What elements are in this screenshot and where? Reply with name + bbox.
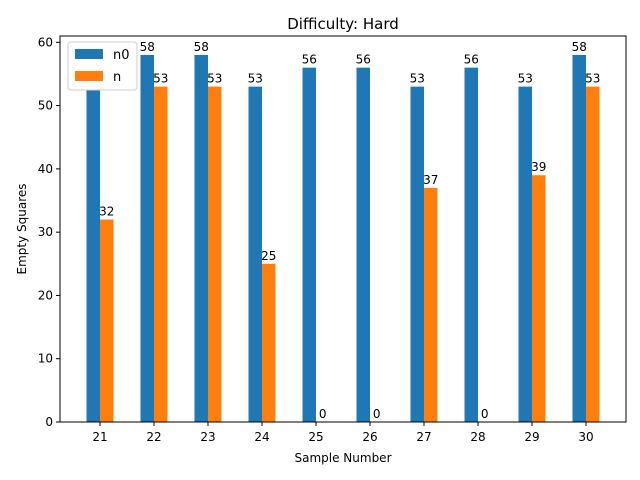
bars-group — [86, 54, 600, 422]
bar-n0-26 — [356, 67, 370, 422]
legend: n0 n — [67, 41, 138, 91]
y-tick-label-10: 10 — [38, 352, 53, 366]
x-axis-label: Sample Number — [294, 451, 391, 465]
bar-n-21 — [100, 219, 114, 422]
legend-swatch-n — [75, 71, 103, 81]
legend-swatch-n0 — [75, 49, 103, 59]
data-label-n0-26: 56 — [356, 53, 371, 67]
y-axis-label: Empty Squares — [15, 183, 29, 274]
legend-label-n: n — [113, 70, 121, 85]
bar-n0-21 — [86, 86, 100, 422]
data-label-n-25: 0 — [319, 407, 327, 421]
y-tick-label-30: 30 — [38, 225, 53, 239]
x-tick-label-21: 21 — [92, 430, 107, 444]
data-label-n0-29: 53 — [518, 72, 533, 86]
y-tick-label-40: 40 — [38, 162, 53, 176]
data-label-n-21: 32 — [99, 205, 114, 219]
bar-n0-25 — [302, 67, 316, 422]
bar-n0-29 — [518, 86, 532, 422]
y-tick-label-20: 20 — [38, 288, 53, 302]
x-tick-label-28: 28 — [470, 430, 485, 444]
data-label-n-30: 53 — [585, 72, 600, 86]
data-label-n0-30: 58 — [572, 40, 587, 54]
data-label-n-22: 53 — [153, 72, 168, 86]
data-label-n-27: 37 — [423, 173, 438, 187]
bar-n0-23 — [194, 54, 208, 422]
data-label-n-29: 39 — [531, 160, 546, 174]
data-label-n0-22: 58 — [140, 40, 155, 54]
x-tick-label-29: 29 — [524, 430, 539, 444]
x-tick-label-30: 30 — [578, 430, 593, 444]
bar-n0-28 — [464, 67, 478, 422]
data-label-n-28: 0 — [481, 407, 489, 421]
bar-n0-22 — [140, 54, 154, 422]
bar-n-23 — [208, 86, 222, 422]
y-tick-label-0: 0 — [45, 415, 53, 429]
x-axis: 21 22 23 24 25 26 27 28 29 30 — [92, 422, 594, 444]
x-tick-label-27: 27 — [416, 430, 431, 444]
x-tick-label-22: 22 — [146, 430, 161, 444]
legend-label-n0: n0 — [113, 48, 130, 63]
y-tick-label-50: 50 — [38, 99, 53, 113]
plot-frame — [59, 35, 627, 423]
data-label-n0-27: 53 — [410, 72, 425, 86]
bar-n0-24 — [248, 86, 262, 422]
data-label-n-24: 25 — [261, 249, 276, 263]
bar-n-29 — [532, 175, 546, 422]
bar-n0-27 — [410, 86, 424, 422]
x-tick-label-24: 24 — [254, 430, 269, 444]
y-axis: 0 10 20 30 40 50 60 — [38, 35, 60, 429]
data-label-n0-23: 58 — [194, 40, 209, 54]
bar-n0-30 — [572, 54, 586, 422]
data-label-n0-25: 56 — [302, 53, 317, 67]
data-label-n0-24: 53 — [248, 72, 263, 86]
y-tick-label-60: 60 — [38, 35, 53, 49]
data-label-n0-28: 56 — [464, 53, 479, 67]
x-tick-label-26: 26 — [362, 430, 377, 444]
x-tick-label-25: 25 — [308, 430, 323, 444]
x-tick-label-23: 23 — [200, 430, 215, 444]
data-label-n-26: 0 — [373, 407, 381, 421]
bar-n-22 — [154, 86, 168, 422]
data-labels-group: 5358585356565356535832535325003703953 — [86, 40, 601, 421]
chart-title: Difficulty: Hard — [287, 15, 399, 33]
data-label-n-23: 53 — [207, 72, 222, 86]
bar-n-24 — [262, 263, 276, 422]
bar-n-27 — [424, 187, 438, 422]
bar-n-30 — [586, 86, 600, 422]
